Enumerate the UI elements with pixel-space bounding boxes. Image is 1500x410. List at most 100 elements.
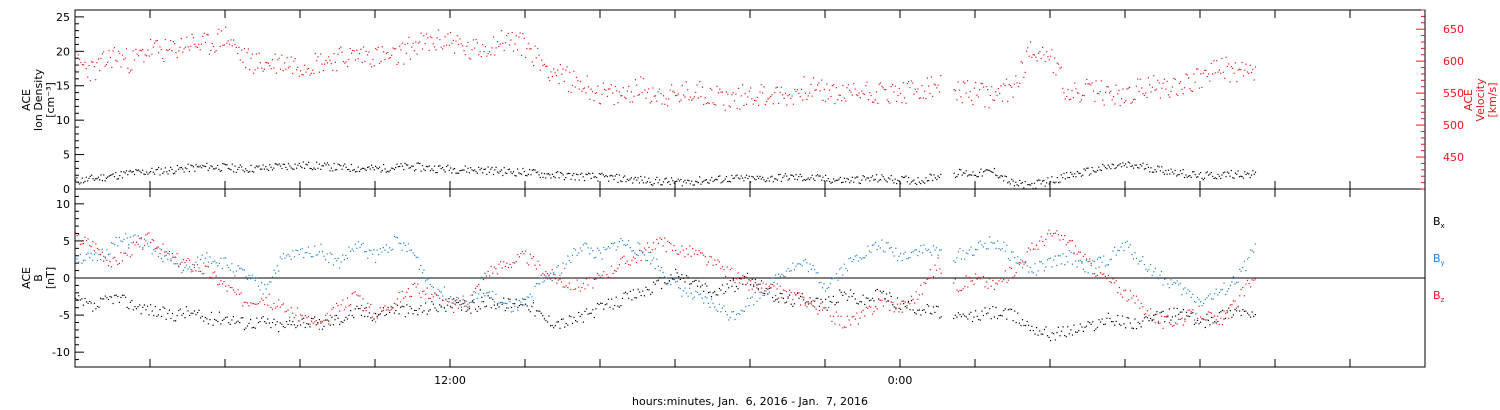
data-point — [121, 294, 124, 296]
data-point — [371, 66, 373, 68]
data-point — [80, 182, 82, 184]
data-point — [144, 173, 146, 176]
data-point — [1008, 84, 1010, 86]
data-point — [375, 321, 377, 323]
data-point — [129, 256, 131, 258]
data-point — [860, 301, 863, 303]
data-point — [960, 96, 962, 98]
data-point — [756, 300, 758, 302]
data-point — [1087, 321, 1089, 323]
data-point — [846, 315, 849, 317]
data-point — [270, 166, 272, 168]
data-point — [1135, 85, 1137, 87]
data-point — [933, 174, 935, 176]
data-point — [850, 180, 852, 182]
data-point — [648, 289, 650, 291]
data-point — [360, 48, 362, 50]
data-point — [484, 272, 486, 274]
data-point — [95, 79, 97, 81]
data-point — [1060, 330, 1063, 332]
data-point — [1154, 89, 1156, 91]
data-point — [605, 174, 607, 177]
data-point — [145, 309, 147, 311]
data-point — [959, 314, 961, 316]
data-point — [718, 303, 720, 305]
data-point — [350, 310, 352, 312]
data-point — [443, 306, 445, 308]
data-point — [314, 321, 316, 323]
data-point — [1059, 67, 1061, 69]
data-point — [534, 285, 536, 287]
data-point — [921, 293, 924, 295]
data-point — [1071, 173, 1073, 175]
data-point — [221, 283, 224, 285]
data-point — [85, 253, 88, 255]
data-point — [726, 283, 728, 285]
data-point — [428, 278, 430, 280]
data-point — [247, 171, 249, 173]
data-point — [1117, 165, 1119, 167]
data-point — [1187, 309, 1189, 311]
data-point — [137, 55, 140, 57]
data-point — [118, 236, 120, 239]
data-point — [1028, 271, 1030, 273]
data-point — [123, 252, 125, 254]
data-point — [1095, 275, 1097, 277]
data-point — [1150, 263, 1152, 266]
data-point — [871, 244, 874, 246]
data-point — [440, 46, 442, 48]
data-point — [289, 65, 291, 68]
data-point — [867, 177, 870, 179]
data-point — [428, 310, 430, 312]
data-point — [1181, 311, 1183, 313]
data-point — [115, 172, 117, 174]
data-point — [250, 302, 252, 304]
data-point — [893, 91, 895, 93]
data-point — [596, 177, 598, 179]
data-point — [1039, 330, 1041, 332]
data-point — [515, 299, 517, 301]
data-point — [179, 167, 181, 169]
data-point — [301, 247, 303, 250]
data-point — [902, 176, 904, 179]
data-point — [230, 169, 232, 171]
data-point — [595, 256, 597, 258]
data-point — [787, 179, 789, 181]
data-point — [685, 292, 688, 294]
data-point — [242, 305, 244, 307]
data-point — [571, 84, 574, 86]
data-point — [812, 77, 815, 79]
data-point — [845, 267, 847, 270]
data-point — [1018, 262, 1020, 264]
data-point — [631, 299, 633, 301]
data-point — [486, 55, 488, 57]
data-point — [176, 164, 178, 167]
data-point — [1248, 283, 1250, 285]
data-point — [1200, 172, 1202, 174]
data-point — [566, 66, 568, 68]
data-point — [196, 312, 199, 314]
data-point — [298, 75, 300, 77]
data-point — [537, 171, 539, 173]
data-point — [979, 319, 981, 321]
data-point — [482, 172, 484, 174]
data-point — [310, 320, 313, 322]
data-point — [957, 312, 959, 314]
data-point — [1159, 274, 1161, 276]
data-point — [1252, 68, 1254, 71]
data-point — [156, 246, 158, 248]
data-point — [1171, 171, 1174, 173]
data-point — [1078, 172, 1080, 174]
data-point — [862, 257, 864, 259]
data-point — [789, 289, 791, 291]
data-point — [637, 288, 639, 290]
data-point — [532, 299, 534, 301]
data-point — [1229, 304, 1231, 306]
data-point — [156, 168, 158, 170]
data-point — [434, 292, 436, 294]
data-point — [932, 95, 934, 97]
data-point — [723, 292, 725, 295]
data-point — [458, 44, 460, 46]
data-point — [227, 167, 229, 169]
data-point — [1143, 313, 1145, 315]
